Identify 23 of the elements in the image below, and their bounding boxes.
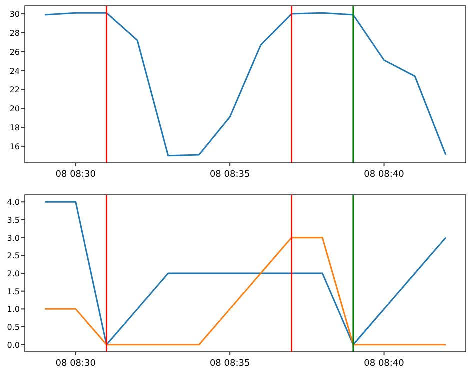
y-tick-label: 18 [10, 124, 20, 133]
y-tick-label: 0.0 [7, 340, 20, 350]
x-tick-label: 08 08:35 [210, 170, 250, 180]
y-tick-label: 28 [10, 28, 20, 38]
y-tick-label: 24 [10, 66, 20, 76]
x-tick-label: 08 08:40 [364, 359, 405, 369]
x-tick-label: 08 08:35 [210, 359, 250, 369]
y-tick-label: 3.5 [7, 216, 20, 225]
y-tick-label: 20 [10, 104, 20, 114]
y-tick-label: 0.5 [7, 323, 20, 332]
x-tick-label: 08 08:30 [56, 170, 96, 180]
x-tick-label: 08 08:40 [364, 170, 405, 180]
y-tick-label: 2.0 [7, 270, 20, 278]
y-tick-label: 1.0 [7, 305, 20, 314]
y-tick-label: 1.5 [7, 287, 20, 296]
y-tick-label: 30 [10, 10, 20, 20]
y-tick-label: 26 [10, 48, 20, 57]
y-tick-label: 4.0 [7, 198, 20, 208]
y-tick-label: 16 [10, 142, 20, 152]
y-tick-label: 22 [10, 86, 20, 95]
y-tick-label: 3.0 [7, 234, 20, 243]
x-tick-label: 08 08:30 [56, 359, 96, 369]
y-tick-label: 2.5 [7, 252, 20, 261]
